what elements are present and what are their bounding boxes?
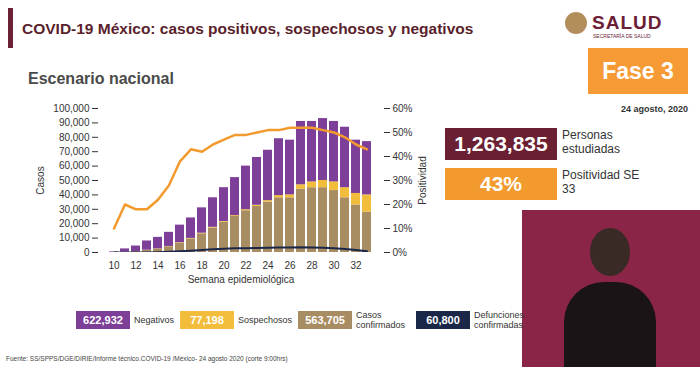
html-text:SECRETARÍA DE SALUD: SECRETARÍA DE SALUD bbox=[593, 33, 651, 39]
svg-text:24: 24 bbox=[262, 260, 274, 271]
html-text:43%: 43% bbox=[480, 172, 522, 195]
svg-text:30,000: 30,000 bbox=[59, 204, 90, 215]
svg-text:10: 10 bbox=[108, 260, 120, 271]
svg-text:22: 22 bbox=[240, 260, 252, 271]
html-text:Fase 3: Fase 3 bbox=[602, 57, 674, 84]
html-text:COVID-19 México: casos positiv: COVID-19 México: casos positivos, sospec… bbox=[22, 20, 474, 37]
html-text:622,932: 622,932 bbox=[83, 314, 123, 326]
svg-text:30%: 30% bbox=[393, 175, 413, 186]
svg-text:Casos: Casos bbox=[35, 166, 46, 194]
html-text:SALUD: SALUD bbox=[592, 12, 663, 33]
html-text:Negativos: Negativos bbox=[134, 315, 174, 325]
svg-text:0: 0 bbox=[84, 247, 90, 258]
svg-text:14: 14 bbox=[152, 260, 164, 271]
svg-text:32: 32 bbox=[350, 260, 362, 271]
html-text:77,198: 77,198 bbox=[190, 314, 224, 326]
svg-text:60%: 60% bbox=[393, 103, 413, 114]
svg-text:30: 30 bbox=[328, 260, 340, 271]
svg-text:28: 28 bbox=[306, 260, 318, 271]
html-text:Fuente: SS/SPPS/DGE/DIRIE/Info: Fuente: SS/SPPS/DGE/DIRIE/Informe técnic… bbox=[6, 355, 288, 362]
svg-text:20%: 20% bbox=[393, 199, 413, 210]
svg-text:90,000: 90,000 bbox=[59, 117, 90, 128]
svg-text:60,000: 60,000 bbox=[59, 160, 90, 171]
svg-text:18: 18 bbox=[196, 260, 208, 271]
html-text:563,705: 563,705 bbox=[305, 314, 345, 326]
svg-text:20: 20 bbox=[218, 260, 230, 271]
html-text:Personas estudiadas: Personas estudiadas bbox=[562, 128, 620, 156]
svg-text:70,000: 70,000 bbox=[59, 146, 90, 157]
svg-text:20,000: 20,000 bbox=[59, 218, 90, 229]
html-text:Escenario nacional: Escenario nacional bbox=[28, 70, 174, 87]
svg-text:40%: 40% bbox=[393, 151, 413, 162]
svg-text:12: 12 bbox=[130, 260, 142, 271]
html-text:1,263,835: 1,263,835 bbox=[454, 132, 548, 155]
svg-text:40,000: 40,000 bbox=[59, 189, 90, 200]
svg-text:26: 26 bbox=[284, 260, 296, 271]
svg-text:0%: 0% bbox=[393, 247, 408, 258]
svg-text:Semana epidemiológica: Semana epidemiológica bbox=[188, 274, 295, 285]
svg-text:80,000: 80,000 bbox=[59, 132, 90, 143]
html-text:Sospechosos: Sospechosos bbox=[238, 315, 293, 325]
svg-text:50,000: 50,000 bbox=[59, 175, 90, 186]
html-text:Defunciones confirmadas: Defunciones confirmadas bbox=[474, 310, 525, 330]
html-text:Positividad SE 33: Positividad SE 33 bbox=[562, 168, 640, 196]
svg-text:50%: 50% bbox=[393, 127, 413, 138]
html-text:Casos confirmados: Casos confirmados bbox=[356, 310, 406, 330]
svg-text:16: 16 bbox=[174, 260, 186, 271]
svg-text:100,000: 100,000 bbox=[53, 103, 90, 114]
svg-text:10,000: 10,000 bbox=[59, 232, 90, 243]
svg-text:10%: 10% bbox=[393, 223, 413, 234]
html-text:60,800: 60,800 bbox=[426, 314, 460, 326]
html-text:24 agosto, 2020: 24 agosto, 2020 bbox=[621, 104, 688, 114]
svg-text:Positividad: Positividad bbox=[417, 156, 428, 204]
